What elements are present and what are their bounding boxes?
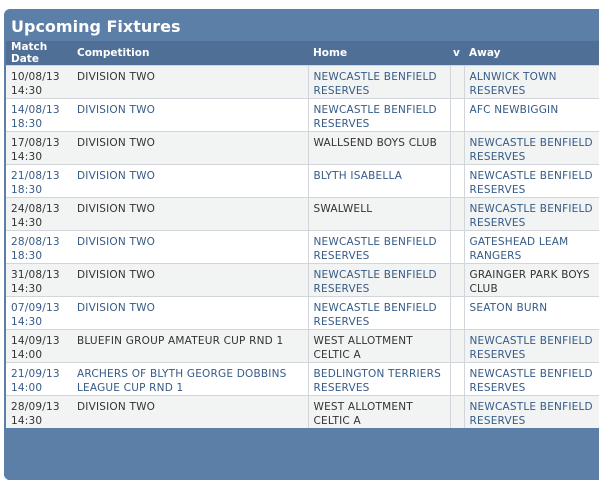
match-datetime: 10/08/13 14:30 [6, 65, 72, 99]
vs-cell [449, 98, 465, 132]
competition-cell: DIVISION TWO [72, 296, 308, 330]
competition-cell: BLUEFIN GROUP AMATEUR CUP RND 1 [72, 329, 308, 363]
header-competition: Competition [72, 41, 308, 66]
away-team-link[interactable]: NEWCASTLE BENFIELD RESERVES [464, 395, 599, 428]
table-header-row: Match Date Competition Home v Away [6, 41, 599, 66]
home-team-link[interactable]: BLYTH ISABELLA [307, 164, 450, 198]
competition-cell: DIVISION TWO [72, 65, 308, 99]
fixtures-table: Match Date Competition Home v Away 10/08… [6, 41, 599, 428]
away-team-link[interactable]: NEWCASTLE BENFIELD RESERVES [464, 131, 599, 165]
match-time: 14:30 [11, 217, 43, 229]
vs-cell [449, 296, 465, 330]
away-team-link[interactable]: SEATON BURN [464, 296, 599, 330]
home-team-link: SWALWELL [307, 197, 450, 231]
away-team-link: GRAINGER PARK BOYS CLUB [464, 263, 599, 297]
competition-cell: DIVISION TWO [72, 263, 308, 297]
competition-cell: DIVISION TWO [72, 98, 308, 132]
away-team-link[interactable]: NEWCASTLE BENFIELD RESERVES [464, 197, 599, 231]
header-home: Home [308, 41, 450, 66]
home-team-link[interactable]: NEWCASTLE BENFIELD RESERVES [307, 65, 450, 99]
match-time: 14:00 [11, 382, 43, 394]
home-team-link[interactable]: NEWCASTLE BENFIELD RESERVES [307, 98, 450, 132]
competition-cell: DIVISION TWO [72, 164, 308, 198]
vs-cell [449, 329, 465, 363]
match-datetime: 28/09/13 14:30 [6, 395, 72, 428]
competition-cell: DIVISION TWO [72, 197, 308, 231]
home-team-link[interactable]: NEWCASTLE BENFIELD RESERVES [307, 263, 450, 297]
table-row: 14/08/13 18:30 DIVISION TWO NEWCASTLE BENFI… [6, 98, 599, 132]
match-datetime: 07/09/13 14:30 [6, 296, 72, 330]
match-datetime: 21/09/13 14:00 [6, 362, 72, 396]
home-team-link: WEST ALLOTMENT CELTIC A [307, 329, 450, 363]
vs-cell [449, 65, 465, 99]
match-datetime: 14/09/13 14:00 [6, 329, 72, 363]
away-team-link[interactable]: NEWCASTLE BENFIELD RESERVES [464, 329, 599, 363]
match-datetime: 17/08/13 14:30 [6, 131, 72, 165]
match-date: 28/08/13 [11, 236, 60, 248]
match-time: 18:30 [11, 250, 43, 262]
match-time: 14:30 [11, 151, 43, 163]
match-date: 21/09/13 [11, 368, 60, 380]
fixtures-panel: Upcoming Fixtures Match Date Competition… [4, 9, 599, 480]
vs-cell [449, 131, 465, 165]
vs-cell [449, 197, 465, 231]
home-team-link: WALLSEND BOYS CLUB [307, 131, 450, 165]
match-time: 18:30 [11, 184, 43, 196]
match-time: 14:30 [11, 85, 43, 97]
table-row: 07/09/13 14:30 DIVISION TWO NEWCASTLE BENFI… [6, 296, 599, 330]
table-row: 21/08/13 18:30 DIVISION TWO BLYTH ISABELLA N… [6, 164, 599, 198]
vs-cell [449, 362, 465, 396]
home-team-link[interactable]: NEWCASTLE BENFIELD RESERVES [307, 296, 450, 330]
match-date: 14/08/13 [11, 104, 60, 116]
table-row: 17/08/13 14:30 DIVISION TWO WALLSEND BOYS C… [6, 131, 599, 165]
match-datetime: 28/08/13 18:30 [6, 230, 72, 264]
header-vs: v [450, 41, 464, 66]
match-datetime: 21/08/13 18:30 [6, 164, 72, 198]
home-team-link[interactable]: BEDLINGTON TERRIERS RESERVES [307, 362, 450, 396]
table-row: 28/08/13 18:30 DIVISION TWO NEWCASTLE BENFI… [6, 230, 599, 264]
home-team-link[interactable]: NEWCASTLE BENFIELD RESERVES [307, 230, 450, 264]
match-date: 28/09/13 [11, 401, 60, 413]
vs-cell [449, 263, 465, 297]
away-team-link[interactable]: GATESHEAD LEAM RANGERS [464, 230, 599, 264]
table-row: 28/09/13 14:30 DIVISION TWO WEST ALLOTMENT … [6, 395, 599, 428]
panel-title: Upcoming Fixtures [11, 17, 181, 36]
panel-footer [4, 460, 599, 480]
competition-cell: ARCHERS OF BLYTH GEORGE DOBBINS LEAGUE C… [72, 362, 308, 396]
match-date: 24/08/13 [11, 203, 60, 215]
match-date: 17/08/13 [11, 137, 60, 149]
table-row: 31/08/13 14:30 DIVISION TWO NEWCASTLE BENFI… [6, 263, 599, 297]
competition-cell: DIVISION TWO [72, 395, 308, 428]
vs-cell [449, 395, 465, 428]
match-time: 14:30 [11, 283, 43, 295]
match-time: 14:30 [11, 415, 43, 427]
header-match-date: Match Date [6, 41, 72, 66]
match-time: 18:30 [11, 118, 43, 130]
competition-cell: DIVISION TWO [72, 230, 308, 264]
vs-cell [449, 230, 465, 264]
away-team-link[interactable]: AFC NEWBIGGIN [464, 98, 599, 132]
home-team-link: WEST ALLOTMENT CELTIC A [307, 395, 450, 428]
match-time: 14:30 [11, 316, 43, 328]
match-datetime: 24/08/13 14:30 [6, 197, 72, 231]
fixtures-body: 10/08/13 14:30 DIVISION TWO NEWCASTLE BENFI… [6, 65, 599, 428]
table-row: 14/09/13 14:00 BLUEFIN GROUP AMATEUR CUP R… [6, 329, 599, 363]
match-time: 14:00 [11, 349, 43, 361]
match-datetime: 31/08/13 14:30 [6, 263, 72, 297]
match-date: 10/08/13 [11, 71, 60, 83]
match-date: 31/08/13 [11, 269, 60, 281]
match-date: 21/08/13 [11, 170, 60, 182]
vs-cell [449, 164, 465, 198]
table-row: 21/09/13 14:00 ARCHERS OF BLYTH GEORGE DOB… [6, 362, 599, 396]
table-row: 10/08/13 14:30 DIVISION TWO NEWCASTLE BENFI… [6, 65, 599, 99]
away-team-link[interactable]: NEWCASTLE BENFIELD RESERVES [464, 362, 599, 396]
away-team-link[interactable]: ALNWICK TOWN RESERVES [464, 65, 599, 99]
match-date: 07/09/13 [11, 302, 60, 314]
header-away: Away [464, 41, 599, 66]
match-date: 14/09/13 [11, 335, 60, 347]
competition-cell: DIVISION TWO [72, 131, 308, 165]
table-row: 24/08/13 14:30 DIVISION TWO SWALWELL NEWCAST… [6, 197, 599, 231]
away-team-link[interactable]: NEWCASTLE BENFIELD RESERVES [464, 164, 599, 198]
match-datetime: 14/08/13 18:30 [6, 98, 72, 132]
